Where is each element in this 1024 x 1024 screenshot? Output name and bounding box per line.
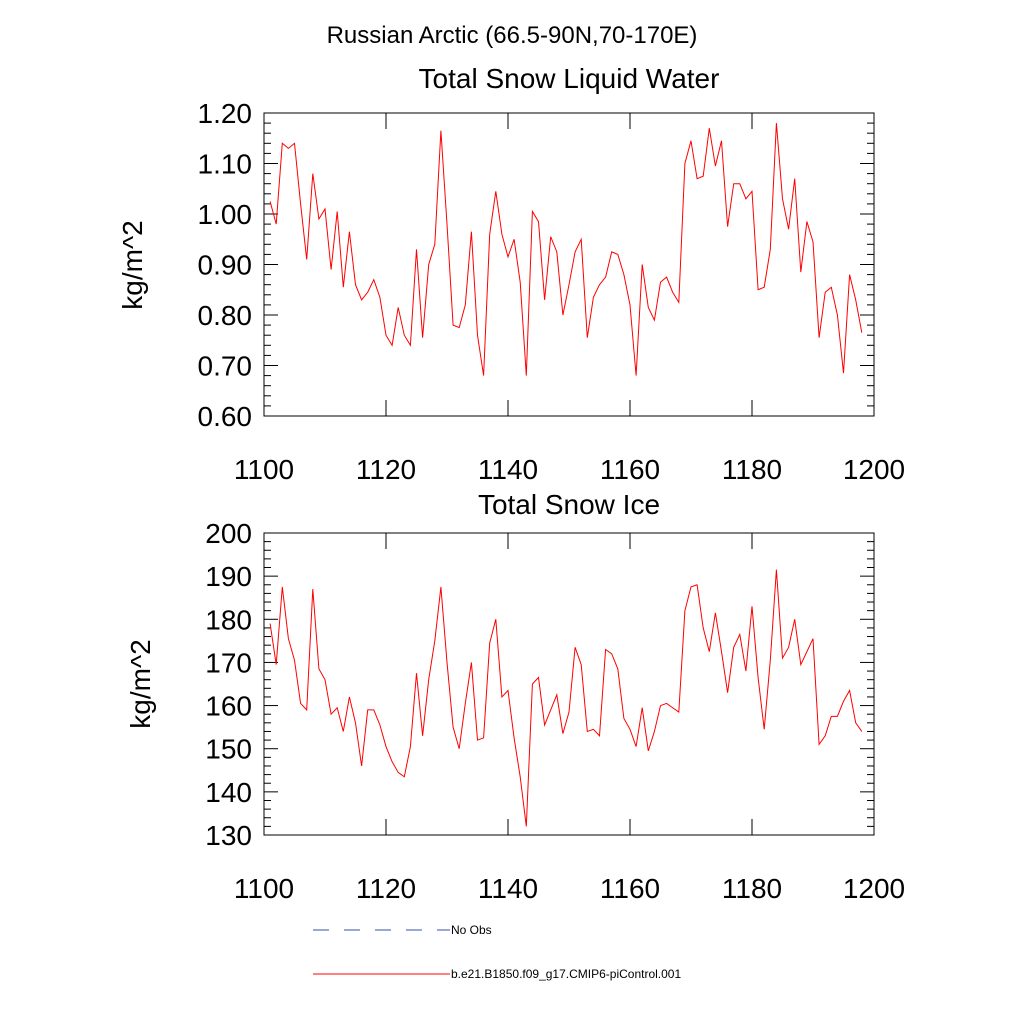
x-tick-label: 1200 [843, 454, 905, 485]
x-tick-label: 1140 [478, 454, 538, 485]
x-tick-label: 1100 [234, 454, 294, 485]
figure-title: Russian Arctic (66.5-90N,70-170E) [327, 22, 698, 49]
y-tick-label: 0.60 [198, 401, 253, 432]
y-tick-label: 1.20 [198, 98, 253, 129]
x-tick-label: 1100 [234, 873, 294, 904]
y-axis-label: kg/m^2 [125, 639, 156, 728]
x-tick-label: 1120 [356, 454, 416, 485]
y-tick-label: 140 [205, 777, 252, 808]
legend: No Obs b.e21.B1850.f09_g17.CMIP6-piContr… [313, 923, 681, 981]
chart-snow-ice: Total Snow Ice kg/m^2 1100 1120 1140 1160 11… [125, 489, 905, 904]
chart-snow-liquid-water: Total Snow Liquid Water kg/m^2 1100 1120 1… [117, 63, 905, 485]
series-line [269, 123, 863, 376]
x-tick-label: 1160 [600, 873, 660, 904]
y-tick-label: 200 [205, 518, 252, 549]
y-tick-label: 170 [205, 647, 252, 678]
y-axis-label: kg/m^2 [117, 220, 148, 309]
x-tick-label: 1160 [600, 454, 660, 485]
chart-title: Total Snow Liquid Water [419, 63, 720, 94]
x-tick-label: 1180 [722, 873, 782, 904]
series-line [269, 569, 863, 827]
x-tick-label: 1140 [478, 873, 538, 904]
y-tick-label: 1.00 [198, 199, 253, 230]
y-tick-label: 1.10 [198, 149, 253, 180]
y-tick-label: 160 [205, 691, 252, 722]
y-tick-label: 130 [205, 820, 252, 851]
y-tick-label: 190 [205, 561, 252, 592]
chart-title: Total Snow Ice [478, 489, 660, 520]
y-tick-label: 0.70 [198, 351, 253, 382]
plot-frame [263, 532, 875, 836]
y-tick-label: 150 [205, 734, 252, 765]
x-tick-label: 1120 [356, 873, 416, 904]
legend-label-no-obs: No Obs [451, 923, 492, 937]
x-tick-label: 1200 [843, 873, 905, 904]
y-tick-label: 0.80 [198, 300, 253, 331]
y-tick-label: 180 [205, 604, 252, 635]
y-tick-label: 0.90 [198, 250, 253, 281]
x-tick-label: 1180 [722, 454, 782, 485]
legend-label-model: b.e21.B1850.f09_g17.CMIP6-piControl.001 [451, 967, 681, 981]
